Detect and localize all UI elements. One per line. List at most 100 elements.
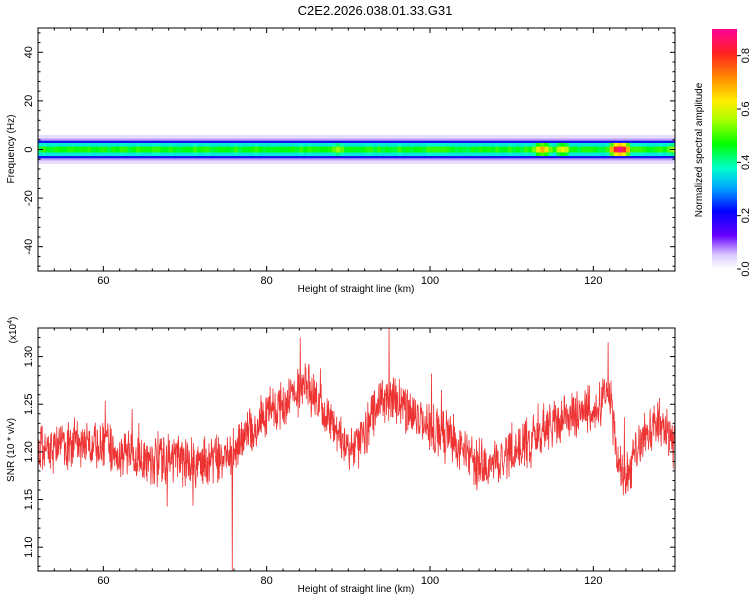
spectrogram-frame: [37, 27, 676, 272]
spectrogram-core-cell: [123, 146, 129, 153]
colorbar-tick-label: 0.8: [740, 48, 750, 63]
spectrogram-core-cell: [242, 146, 247, 153]
spectrogram-core-cell: [372, 146, 378, 153]
spectrogram-core-cell: [556, 146, 561, 153]
spectrogram-core-cell: [254, 146, 259, 153]
spectrogram-core-cell: [266, 146, 272, 153]
spectrogram-core-cell: [46, 146, 51, 153]
spectrogram-core-cell: [278, 146, 284, 153]
spectrogram-core-cell: [185, 146, 190, 153]
snr-x-tick-label: 60: [97, 575, 109, 587]
spectrogram-core-cell: [246, 146, 251, 153]
spectrogram-core-cell: [332, 146, 337, 153]
spectrogram-core-cell: [548, 146, 553, 153]
spectrogram-core-cell: [189, 146, 194, 153]
spectrogram-core-cell: [136, 146, 141, 153]
spectrogram-core-cell: [148, 146, 153, 153]
spectrogram-core-cell: [479, 146, 484, 153]
spectrogram-core-cell: [470, 146, 476, 153]
spectrogram-x-tick-label: 120: [584, 275, 602, 287]
spectrogram-core-cell: [425, 146, 431, 153]
spectrogram-core-cell: [176, 146, 182, 153]
spectrogram-core-cell: [82, 146, 88, 153]
spectrogram-core-cell: [385, 146, 390, 153]
spectrogram-y-axis-label: Frequency (Hz): [6, 115, 17, 184]
spectrogram-core-cell: [405, 146, 410, 153]
snr-y-axis-label: SNR (10 * v/v): [6, 418, 17, 482]
spectrogram-core-cell: [638, 146, 643, 153]
spectrogram-core-cell: [409, 146, 414, 153]
spectrogram-core-cell: [540, 146, 545, 153]
spectrogram-core-cell: [658, 146, 664, 153]
spectrogram-core-cell: [528, 146, 533, 153]
spectrogram-core-cell: [115, 146, 120, 153]
spectrogram-core-cell: [315, 146, 321, 153]
spectrogram-core-cell: [597, 146, 602, 153]
spectrogram-core-cell: [572, 146, 578, 153]
spectrogram-core-cell: [250, 146, 255, 153]
spectrogram-core-cell: [66, 146, 71, 153]
spectrogram-core-cell: [466, 146, 472, 153]
snr-y-multiplier: (x104): [7, 317, 19, 344]
spectrogram-core-cell: [107, 146, 112, 153]
spectrogram-core-cell: [446, 146, 451, 153]
spectrogram-core-cell: [340, 146, 345, 153]
spectrogram-core-cell: [442, 146, 447, 153]
snr-y-tick-label: 1.25: [23, 394, 35, 415]
colorbar-tick-label: 0.2: [740, 208, 750, 223]
snr-x-tick-label: 100: [421, 575, 439, 587]
spectrogram-core-cell: [234, 146, 239, 153]
spectrogram-core-cell: [634, 146, 639, 153]
snr-x-tick-label: 80: [261, 575, 273, 587]
spectrogram-core-cell: [650, 146, 655, 153]
spectrogram-x-tick-label: 100: [421, 275, 439, 287]
spectrogram-core-cell: [217, 146, 223, 153]
spectrogram-core-cell: [368, 146, 374, 153]
spectrogram-core-cell: [601, 146, 606, 153]
snr-series-line: [38, 328, 675, 571]
spectrogram-core-cell: [356, 146, 361, 153]
spectrogram-core-cell: [430, 146, 435, 153]
spectrogram-core-cell: [621, 146, 627, 153]
spectrogram-core-cell: [483, 146, 488, 153]
spectrogram-core-cell: [413, 146, 419, 153]
spectrogram-core-cell: [152, 146, 157, 153]
spectrogram-core-cell: [197, 146, 202, 153]
spectrogram-core-cell: [507, 146, 512, 153]
spectrogram-x-tick-label: 80: [261, 275, 273, 287]
spectrogram-core-cell: [454, 146, 459, 153]
spectrogram-core-cell: [205, 146, 210, 153]
spectrogram-core-cell: [50, 146, 55, 153]
spectrogram-core-cell: [626, 146, 631, 153]
spectrogram-core-cell: [605, 146, 610, 153]
spectrogram-core-cell: [515, 146, 521, 153]
spectrogram-core-cell: [564, 146, 570, 153]
spectrogram-core-cell: [213, 146, 218, 153]
spectrogram-core-cell: [319, 146, 325, 153]
spectrogram-core-cell: [617, 146, 623, 153]
spectrogram-core-cell: [568, 146, 574, 153]
spectrogram-core-cell: [434, 146, 439, 153]
spectrogram-core-cell: [62, 146, 67, 153]
spectrogram-core-cell: [519, 146, 525, 153]
spectrogram-core-cell: [229, 146, 235, 153]
snr-x-axis-label: Height of straight line (km): [298, 584, 415, 595]
spectrogram-core-cell: [327, 146, 333, 153]
spectrogram-core-cell: [487, 146, 492, 153]
spectrogram-core-cell: [307, 146, 312, 153]
snr-panel: 60 80 100 120 1.10 1.15 1.20 1.25 1.30 Height of…: [6, 317, 676, 595]
spectrogram-core-cell: [364, 146, 370, 153]
spectrogram-core-cell: [180, 146, 186, 153]
snr-frame: [37, 327, 676, 572]
spectrogram-y-tick-label: -20: [23, 190, 35, 206]
spectrogram-core-cell: [613, 146, 619, 153]
spectrogram-core-cell: [221, 146, 227, 153]
spectrogram-core-cell: [458, 146, 463, 153]
spectrogram-core-cell: [283, 146, 288, 153]
spectrogram-y-tick-label: 0: [23, 146, 35, 152]
spectrogram-core-cell: [662, 146, 668, 153]
spectrogram-core-cell: [54, 146, 59, 153]
spectrogram-core-cell: [95, 146, 100, 153]
spectrogram-core-cell: [609, 146, 615, 153]
